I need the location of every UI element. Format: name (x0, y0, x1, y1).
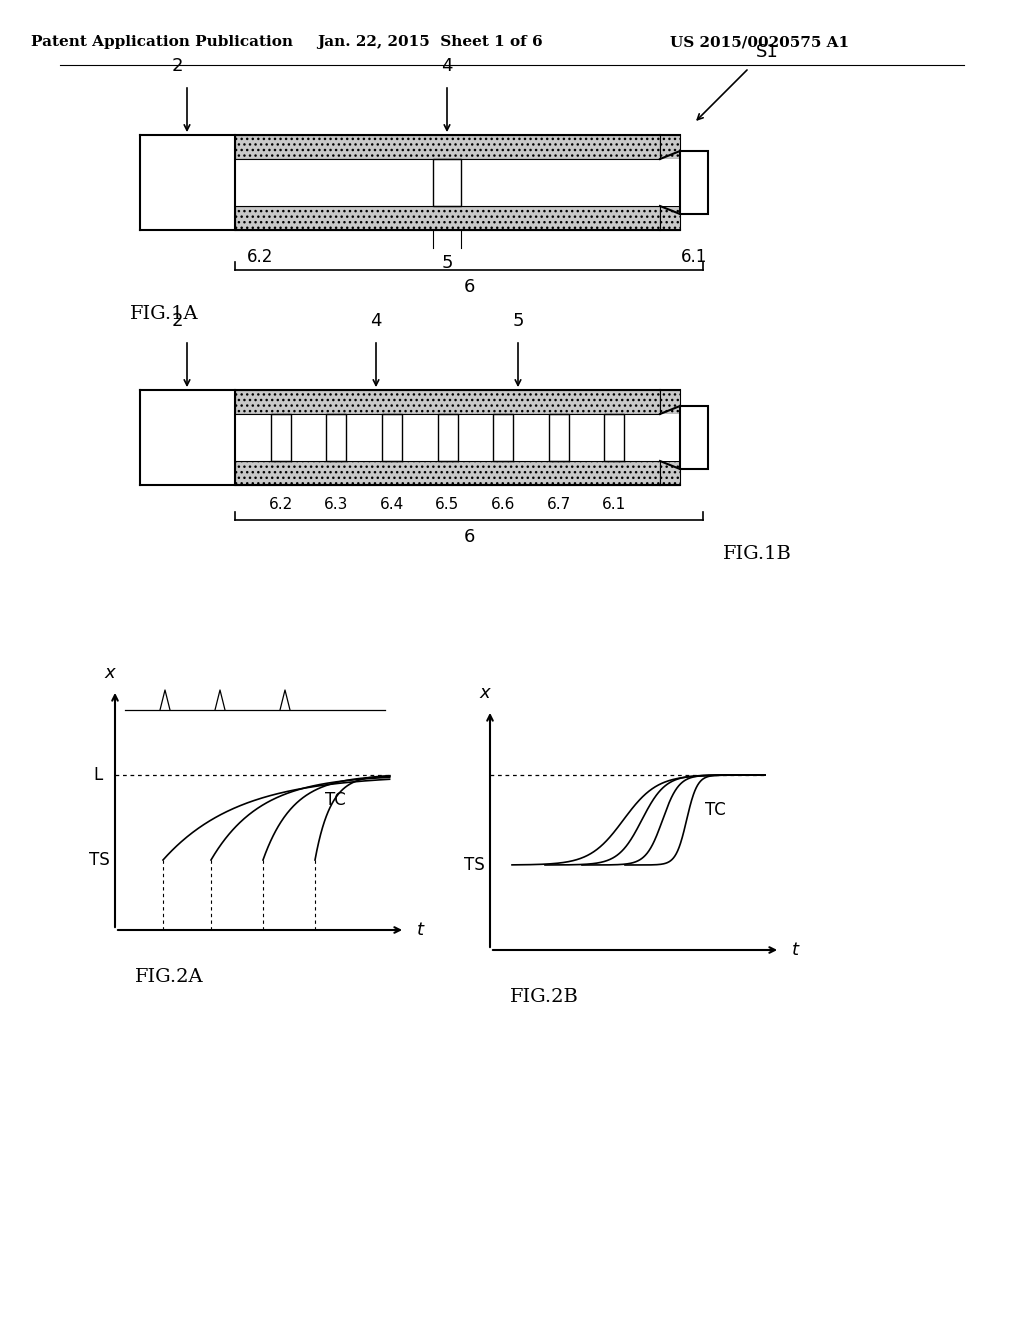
Bar (680, 407, 708, 469)
Text: FIG.1A: FIG.1A (130, 305, 199, 323)
Text: x: x (104, 664, 116, 682)
Text: FIG.2A: FIG.2A (135, 968, 204, 986)
Bar (437, 414, 458, 461)
Bar (234, 389, 660, 414)
Bar (270, 414, 291, 461)
Bar (660, 206, 680, 230)
Bar (660, 414, 680, 461)
Bar (234, 414, 660, 461)
Bar (433, 158, 461, 206)
Text: 6.5: 6.5 (435, 498, 460, 512)
Bar (660, 158, 680, 206)
Text: 4: 4 (441, 57, 453, 75)
Text: 6.1: 6.1 (681, 248, 708, 267)
Bar (234, 135, 660, 158)
Bar (549, 414, 568, 461)
Text: FIG.2B: FIG.2B (510, 987, 579, 1006)
Text: US 2015/0020575 A1: US 2015/0020575 A1 (671, 36, 850, 49)
Text: 6: 6 (463, 279, 475, 296)
Text: L: L (94, 766, 103, 784)
Text: t: t (792, 941, 799, 960)
Text: 6.2: 6.2 (247, 248, 273, 267)
Text: x: x (479, 684, 490, 702)
Text: t: t (417, 921, 424, 939)
Bar (234, 461, 660, 484)
Text: Jan. 22, 2015  Sheet 1 of 6: Jan. 22, 2015 Sheet 1 of 6 (317, 36, 543, 49)
Bar (660, 461, 680, 484)
Bar (382, 414, 401, 461)
Text: 6.6: 6.6 (490, 498, 515, 512)
Text: 6.3: 6.3 (324, 498, 348, 512)
Text: FIG.1B: FIG.1B (723, 545, 792, 564)
Text: 6.4: 6.4 (380, 498, 404, 512)
Bar (234, 158, 660, 206)
Bar (327, 414, 346, 461)
Text: TS: TS (464, 855, 485, 874)
Text: 6.7: 6.7 (547, 498, 570, 512)
Text: TC: TC (325, 791, 346, 809)
Bar (604, 414, 625, 461)
Text: 6.1: 6.1 (602, 498, 627, 512)
Text: 2: 2 (171, 312, 182, 330)
Text: TC: TC (705, 801, 726, 818)
Bar (494, 414, 513, 461)
Text: TS: TS (89, 851, 110, 869)
Text: 6: 6 (463, 528, 475, 546)
Bar (660, 389, 680, 414)
Bar (680, 150, 708, 214)
Bar (660, 135, 680, 158)
Text: Patent Application Publication: Patent Application Publication (31, 36, 293, 49)
Text: 5: 5 (512, 312, 523, 330)
Bar (234, 206, 660, 230)
Text: 6.2: 6.2 (268, 498, 293, 512)
Text: 4: 4 (371, 312, 382, 330)
Text: S1: S1 (756, 44, 778, 61)
Text: 5: 5 (441, 253, 453, 272)
Text: 2: 2 (171, 57, 182, 75)
